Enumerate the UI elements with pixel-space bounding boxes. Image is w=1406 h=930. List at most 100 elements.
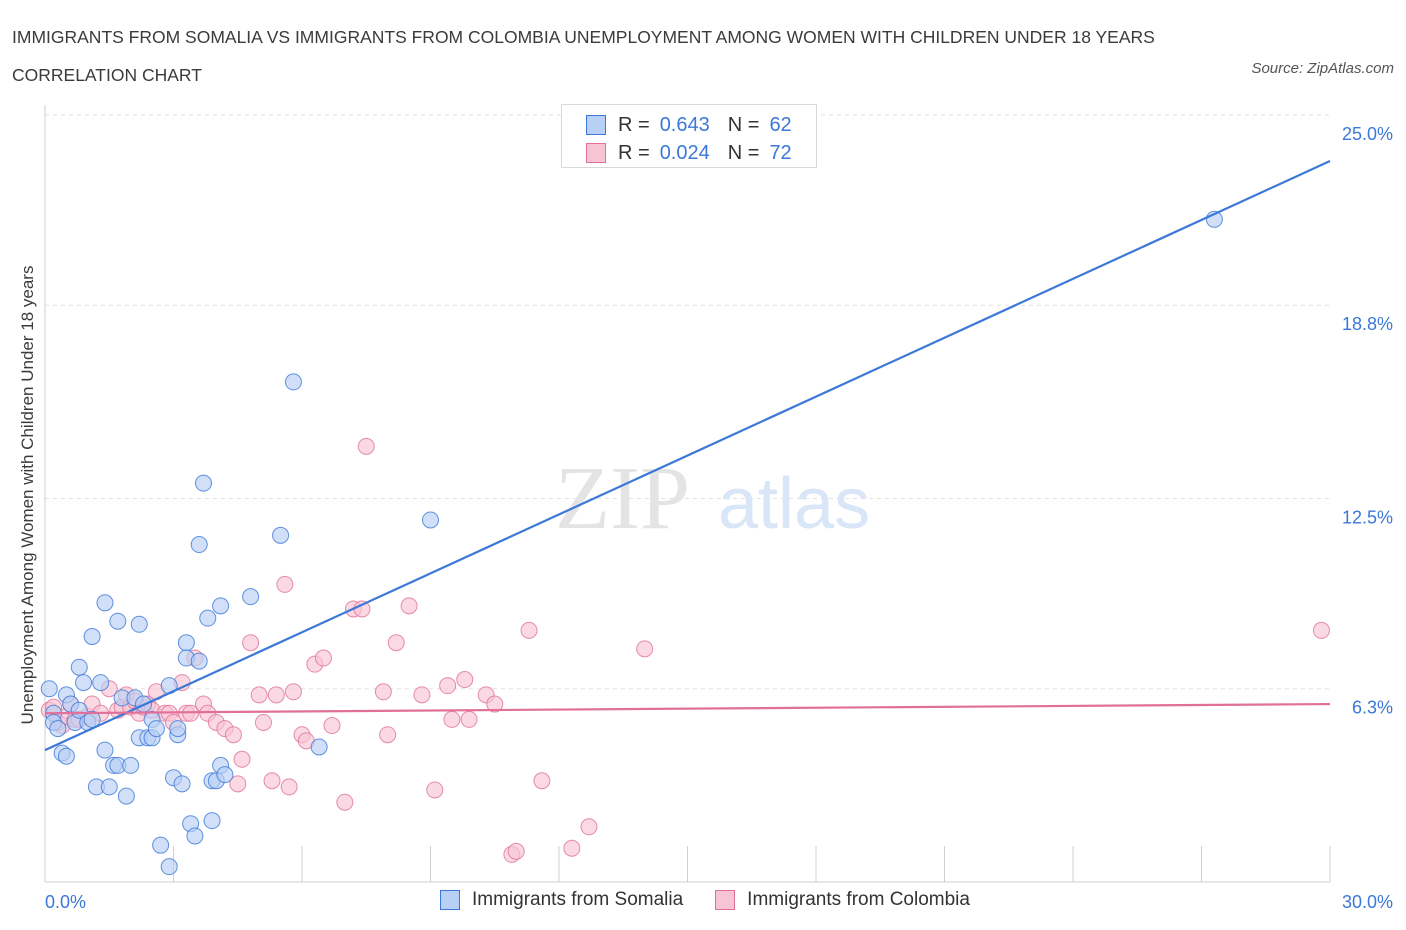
somalia-point (130, 615, 148, 633)
colombia-point (413, 686, 431, 704)
watermark-atlas: atlas (718, 464, 870, 544)
correlation-legend: R = 0.643 N = 62 R = 0.024 N = 72 (561, 104, 817, 168)
colombia-point (1312, 621, 1330, 639)
colombia-point (456, 671, 474, 689)
somalia-point (216, 766, 234, 784)
y-tick-label: 18.8% (1342, 314, 1393, 334)
colombia-point (229, 775, 247, 793)
chart-title: IMMIGRANTS FROM SOMALIA VS IMMIGRANTS FR… (12, 27, 1155, 85)
somalia-point (190, 536, 208, 554)
series-label-somalia: Immigrants from Somalia (472, 889, 684, 910)
colombia-point (336, 793, 354, 811)
series-legend: Immigrants from Somalia Immigrants from … (440, 889, 1002, 911)
colombia-point (233, 750, 251, 768)
colombia-point (280, 778, 298, 796)
somalia-point (310, 738, 328, 756)
series-label-colombia: Immigrants from Colombia (747, 889, 970, 910)
somalia-point (194, 474, 212, 492)
somalia-point (40, 680, 58, 698)
legend-n-label: N = (727, 141, 760, 164)
colombia-point (520, 621, 538, 639)
colombia-point (400, 597, 418, 615)
legend-row-somalia: R = 0.643 N = 62 (586, 113, 792, 137)
series-swatch-somalia (440, 890, 460, 910)
colombia-point (426, 781, 444, 799)
series-legend-colombia: Immigrants from Colombia (715, 889, 970, 911)
somalia-point (49, 720, 67, 738)
somalia-point (203, 812, 221, 830)
y-tick-labels: 6.3% 12.5% 18.8% 25.0% (1342, 124, 1393, 718)
colombia-point (533, 772, 551, 790)
somalia-point (190, 652, 208, 670)
somalia-point (169, 720, 187, 738)
legend-r-value-colombia: 0.024 (659, 141, 710, 164)
legend-row-colombia: R = 0.024 N = 72 (586, 141, 792, 165)
somalia-point (96, 594, 114, 612)
colombia-point (460, 710, 478, 728)
somalia-point (186, 827, 204, 845)
y-tick-label: 6.3% (1352, 698, 1393, 718)
series-legend-somalia: Immigrants from Somalia (440, 889, 683, 911)
somalia-point (70, 658, 88, 676)
somalia-point (242, 588, 260, 606)
colombia-point (242, 634, 260, 652)
somalia-point (57, 747, 75, 765)
colombia-point (250, 686, 268, 704)
legend-r-label: R = (618, 141, 650, 164)
somalia-point (212, 597, 230, 615)
trend-lines (44, 160, 1331, 752)
colombia-point (276, 575, 294, 593)
colombia-point (636, 640, 654, 658)
legend-swatch-somalia (586, 115, 606, 135)
legend-r-value-somalia: 0.643 (659, 113, 710, 136)
colombia-point (224, 726, 242, 744)
somalia-point (117, 787, 135, 805)
legend-n-value-somalia: 62 (769, 113, 792, 136)
colombia-point (507, 842, 525, 860)
somalia-point (284, 373, 302, 391)
colombia-point (563, 839, 581, 857)
colombia-point (357, 437, 375, 455)
colombia-point (439, 677, 457, 695)
somalia-points (40, 210, 1223, 876)
colombia-point (387, 634, 405, 652)
colombia-point (267, 686, 285, 704)
somalia-point (100, 778, 118, 796)
series-swatch-colombia (715, 890, 736, 910)
source-label: Source: ZipAtlas.com (1251, 60, 1394, 77)
somalia-point (70, 701, 88, 719)
colombia-trend-line (44, 702, 1331, 715)
x-tick-label-max: 30.0% (1342, 892, 1393, 912)
colombia-point (374, 683, 392, 701)
colombia-point (314, 649, 332, 667)
colombia-point (263, 772, 281, 790)
somalia-point (96, 741, 114, 759)
somalia-point (122, 756, 140, 774)
somalia-point (272, 526, 290, 544)
legend-n-label: N = (727, 113, 760, 136)
somalia-point (92, 674, 110, 692)
x-axis-ticks (173, 846, 1331, 882)
somalia-point (173, 775, 191, 793)
y-tick-label: 25.0% (1342, 124, 1393, 144)
colombia-point (486, 695, 504, 713)
somalia-point (109, 612, 127, 630)
legend-r-label: R = (618, 113, 650, 136)
somalia-point (147, 720, 165, 738)
legend-n-value-colombia: 72 (769, 141, 792, 164)
gridlines (45, 114, 1330, 690)
somalia-point (160, 858, 178, 876)
colombia-point (379, 726, 397, 744)
legend-swatch-colombia (586, 143, 606, 163)
colombia-point (254, 713, 272, 731)
x-tick-label-min: 0.0% (45, 892, 86, 912)
somalia-point (422, 511, 439, 529)
colombia-point (323, 717, 341, 735)
y-tick-label: 12.5% (1342, 508, 1393, 528)
somalia-point (75, 674, 93, 692)
somalia-point (177, 634, 195, 652)
somalia-point (199, 609, 217, 627)
colombia-point (284, 683, 302, 701)
somalia-point (83, 628, 101, 646)
